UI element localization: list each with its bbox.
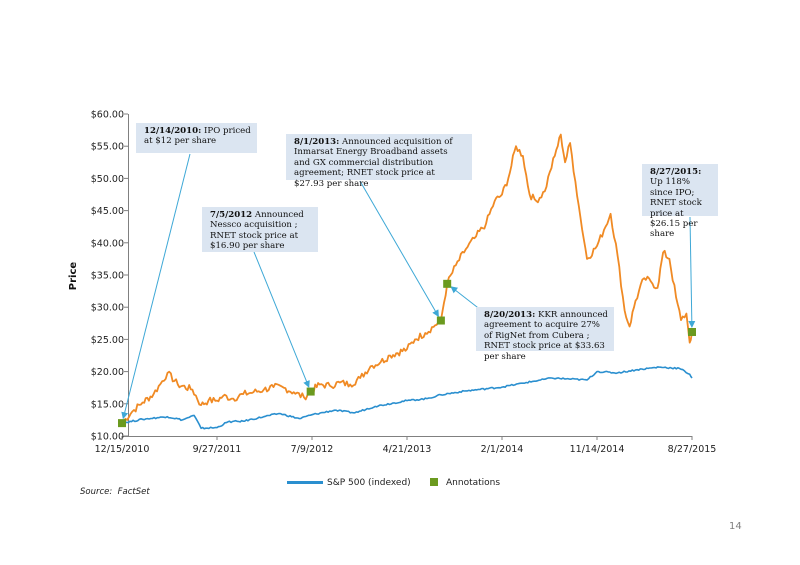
x-tick-label: 8/27/2015 (668, 444, 717, 455)
page-number: 14 (729, 521, 742, 532)
legend-line-sp500 (287, 481, 323, 484)
x-tick-label: 4/21/2013 (383, 444, 432, 455)
legend-label-annotations: Annotations (446, 478, 501, 488)
y-tick-labels: $10.00 $15.00 $20.00 $25.00 $30.00 $35.00 $40.… (91, 110, 128, 443)
annotation-arrow (688, 216, 696, 328)
annotation-marker (443, 279, 452, 288)
y-tick-label: $10.00 (91, 432, 124, 443)
annotation-marker (436, 316, 445, 325)
y-tick-label: $30.00 (91, 303, 124, 314)
annotation-ipo: 12/14/2010: IPO priced at $12 per share (136, 123, 257, 153)
annotation-arrow (121, 153, 191, 420)
annotation-arrow (253, 251, 310, 388)
annotation-nessco: 7/5/2012 Announced Nessco acquisition ; … (202, 207, 318, 252)
series-line-rnet (121, 133, 693, 424)
series-group (121, 133, 693, 430)
y-tick-label: $35.00 (91, 271, 124, 282)
y-tick-label: $40.00 (91, 238, 124, 249)
x-tick-label: 11/14/2014 (570, 444, 625, 455)
annotation-marker (118, 419, 126, 428)
annotation-marker (306, 387, 315, 396)
y-tick-label: $20.00 (91, 367, 124, 378)
y-tick-label: $15.00 (91, 399, 124, 410)
annotation-kkr: 8/20/2013: KKR announced agreement to ac… (476, 307, 614, 362)
y-tick-label: $55.00 (91, 142, 124, 153)
x-tick-label: 7/9/2012 (291, 444, 334, 455)
legend-label-sp500: S&P 500 (indexed) (327, 478, 411, 488)
annotation-inmarsat: 8/1/2013: Announced acquisition of Inmar… (286, 134, 472, 189)
annotation-arrow (359, 180, 439, 318)
source-note: Source: FactSet (80, 487, 150, 497)
y-tick-label: $60.00 (91, 110, 124, 121)
series-line-sp500 (121, 366, 693, 430)
y-tick-label: $45.00 (91, 206, 124, 217)
x-tick-labels: 12/15/2010 9/27/2011 7/9/2012 4/21/2013 2/1/… (95, 436, 717, 455)
y-tick-label: $50.00 (91, 174, 124, 185)
legend-marker-annotations (430, 478, 438, 486)
x-tick-label: 12/15/2010 (95, 444, 150, 455)
annotation-arrows (121, 153, 696, 420)
y-tick-label: $25.00 (91, 335, 124, 346)
x-tick-label: 9/27/2011 (193, 444, 242, 455)
annotation-markers (118, 279, 696, 428)
annotation-marker (688, 327, 696, 336)
y-axis-label: Price (68, 262, 79, 291)
annotation-up-118: 8/27/2015: Up 118% since IPO; RNET stock… (642, 164, 718, 239)
x-tick-label: 2/1/2014 (481, 444, 524, 455)
